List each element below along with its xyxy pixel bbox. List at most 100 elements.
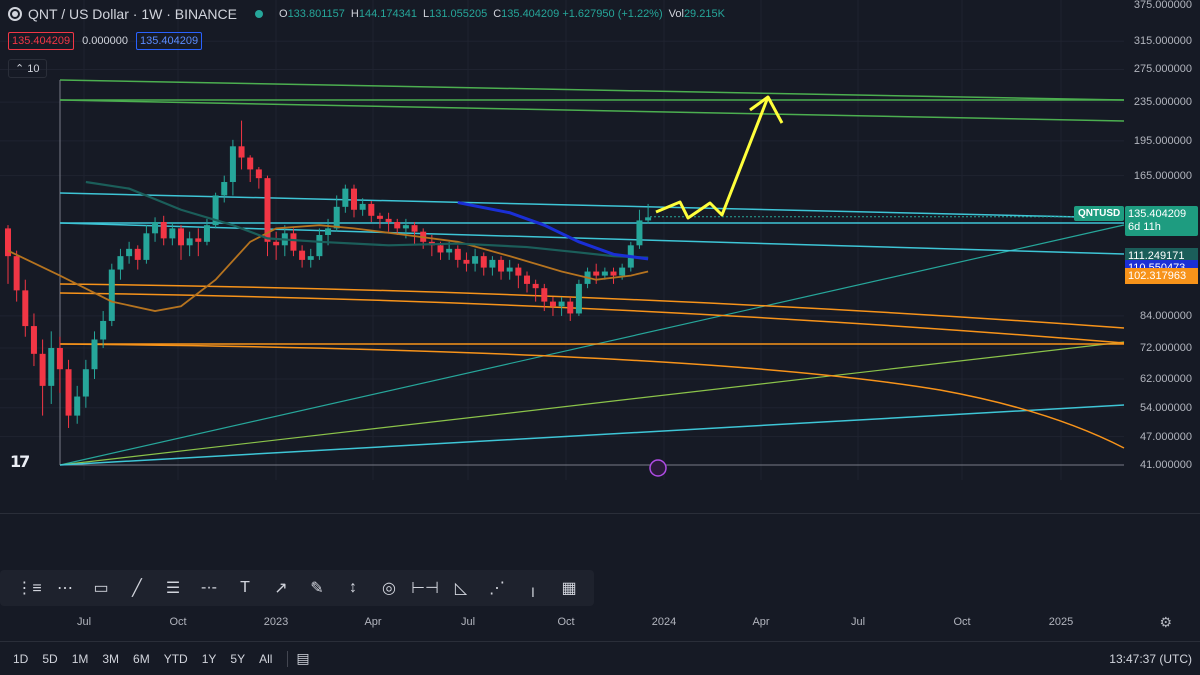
range-button-ytd[interactable]: YTD [163,651,188,666]
candle-body [299,250,306,260]
range-button-5d[interactable]: 5D [42,651,58,666]
candle-body [212,195,219,226]
range-button-all[interactable]: All [259,651,273,666]
multi-line-icon[interactable]: ⋯ [57,580,73,597]
ohlc-value: 135.404209 +1.627950 (+1.22%) [501,8,663,20]
time-tick: Apr [752,616,770,628]
settings-gear-icon[interactable]: ⚙ [1159,614,1172,630]
arrow-icon[interactable]: ↗ [274,580,288,597]
range-button-3m[interactable]: 3M [102,651,120,666]
trend-icon[interactable]: ⋮≡ [16,580,42,597]
price-tick: 375.000000 [1133,0,1192,11]
ohlc-key: C [493,8,502,20]
candle-body [160,221,167,239]
candle-body [178,228,184,246]
ohlc-key: Vol [668,8,684,20]
candle-body [454,248,461,260]
speed-fan-icon[interactable]: ⋰ [489,580,505,597]
candle-body [498,259,505,272]
candle-body [368,203,375,216]
candle-body [39,353,46,386]
candle-body [524,275,530,284]
candle-body [203,225,210,242]
calendar-icon[interactable]: ▤ [296,650,310,666]
tradingview-logo[interactable]: 17 [10,452,30,471]
vertical-tick-icon[interactable]: ╷ [528,580,538,597]
curve-orange [59,292,1125,344]
brush-icon[interactable]: ✎ [310,580,324,597]
trend-line-green [59,99,1125,122]
fan-line [59,404,1125,466]
candle-body [307,256,314,260]
ohlc-key: H [350,8,359,20]
indicator-price-label: 111.249171 [1125,247,1198,264]
gann-box-icon[interactable]: ▦ [561,580,577,597]
range-button-1m[interactable]: 1M [71,651,89,666]
candle-body [30,326,37,354]
circle-icon[interactable]: ◎ [382,580,396,597]
ohlc-value: 144.174341 [358,8,417,20]
candle-body [558,301,565,307]
price-scale[interactable]: 375.000000 315.000000 275.000000 235.000000… [1124,0,1200,478]
range-button-6m[interactable]: 6M [133,651,150,666]
candle-body [74,396,81,416]
candle-body [636,220,643,246]
fan-line [59,224,1125,466]
candle-body [480,256,487,268]
ohlc-value: 29.215K [683,8,725,20]
ohlc-value: 131.055205 [429,8,488,20]
indicator-value-zero: 0.000000 [82,35,129,47]
utc-clock[interactable]: 13:47:37 (UTC) [1109,651,1192,666]
time-tick: Jul [850,616,866,628]
chart-legend: QNT / US Dollar · 1W · BINANCE O133.8011… [8,6,725,22]
ohlc-key: L [422,8,430,20]
collapse-indicators-button[interactable]: ⌃ 10 [8,59,47,78]
range-button-5y[interactable]: 5Y [230,651,246,666]
candle-body [359,203,366,210]
market-status-icon[interactable] [255,10,263,18]
hline-icon[interactable]: -·- [201,579,217,596]
drawing-toolbar: ⋮≡ ⋯ ▭ ╱ ☰ -·- T ↗ ✎ ↕ ◎ ⊢⊣ ◺ ⋰ ╷ ▦ [0,570,594,606]
candle-body [264,178,271,242]
indicator-price-label: 102.317963 [1125,267,1198,284]
candle-body [273,241,280,246]
text-icon[interactable]: T [240,579,250,596]
symbol-title[interactable]: QNT / US Dollar · 1W · BINANCE [28,6,237,22]
time-axis[interactable]: Jul Oct 2023 Apr Jul Oct 2024 Apr Jul Oct 2025 [0,612,1130,632]
projection-arrowhead [749,95,769,112]
rectangle-icon[interactable]: ▭ [93,580,109,597]
vline-icon[interactable]: ↕ [349,579,357,596]
candle-body [463,259,470,264]
measure-icon[interactable]: ⊢⊣ [411,580,439,597]
candle-body [82,369,89,397]
separator [287,650,289,667]
range-button-1d[interactable]: 1D [13,651,29,666]
candle-body [575,283,582,314]
time-tick: Oct [557,616,575,628]
price-tick: 41.000000 [1140,459,1192,471]
candle-body [316,234,323,257]
candle-body [48,347,55,386]
pane-divider[interactable] [0,513,1200,514]
ma-line-brown [7,224,649,312]
line-icon[interactable]: ╱ [132,580,142,597]
hlines-icon[interactable]: ☰ [165,580,181,597]
price-tick: 235.000000 [1133,96,1192,109]
candle-body [238,146,245,158]
candle-body [619,267,626,276]
candle-body [532,283,539,289]
candle-body [472,256,479,264]
range-button-1y[interactable]: 1Y [201,651,217,666]
time-tick: 2025 [1048,616,1074,628]
curve-orange [59,283,1125,329]
fib-fan-icon[interactable]: ◺ [454,580,468,597]
event-icon[interactable] [649,459,667,477]
trend-line-green [59,79,1125,101]
candle-body [515,267,522,276]
candle-body [402,225,409,229]
candle-body [117,256,124,270]
price-tick: 54.000000 [1140,401,1192,414]
last-price-label: 135.404209 6d 11h [1125,206,1198,236]
